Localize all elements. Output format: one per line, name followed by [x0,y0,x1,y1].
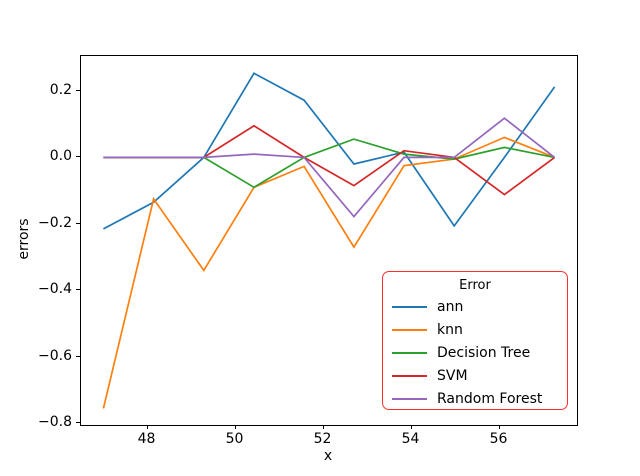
y-tick-label: −0.2 [38,214,72,231]
x-tick-label: 56 [489,431,508,447]
y-tick-label: −0.8 [38,414,72,431]
y-tick-mark [76,156,80,158]
legend-line-sample [392,351,427,354]
x-tick-mark [410,425,412,429]
x-tick-mark [146,425,148,429]
series-line-ann [103,72,556,230]
legend-label: knn [437,321,463,338]
x-tick-mark [322,425,324,429]
legend-item-svm: SVM [383,364,567,387]
y-tick-label: −0.6 [38,347,72,364]
legend-item-decision-tree: Decision Tree [383,341,567,364]
chart-lines [102,72,556,409]
legend: Error ann knn Decision Tree SVM Random Fores… [382,271,568,410]
legend-line-sample [392,305,427,308]
legend-item-knn: knn [383,318,567,341]
y-tick-mark [76,222,80,224]
legend-label: ann [437,298,464,315]
legend-line-sample [392,374,427,377]
x-axis-label: x [323,448,333,464]
legend-label: Random Forest [437,390,543,407]
legend-title: Error [459,278,491,293]
legend-items: ann knn Decision Tree SVM Random Forest [383,295,567,410]
legend-label: SVM [437,367,468,384]
y-axis-label: errors [16,218,32,260]
legend-line-sample [392,328,427,331]
y-tick-mark [76,422,80,424]
series-line-svm [103,124,556,196]
x-tick-label: 50 [225,431,244,447]
series-line-knn [102,136,555,409]
y-tick-label: 0.0 [49,148,72,165]
y-tick-label: 0.2 [49,81,72,98]
y-tick-label: −0.4 [38,281,72,298]
series-line-random-forest [103,117,556,218]
x-tick-label: 48 [137,431,156,447]
x-tick-mark [498,425,500,429]
plot-area [80,55,578,426]
legend-label: Decision Tree [437,344,531,361]
y-tick-mark [76,289,80,291]
x-tick-mark [234,425,236,429]
y-tick-mark [76,89,80,91]
legend-item-random-forest: Random Forest [383,387,567,410]
legend-line-sample [392,397,427,400]
legend-item-ann: ann [383,295,567,318]
x-tick-label: 52 [313,431,332,447]
y-tick-mark [76,355,80,357]
x-tick-label: 54 [401,431,420,447]
